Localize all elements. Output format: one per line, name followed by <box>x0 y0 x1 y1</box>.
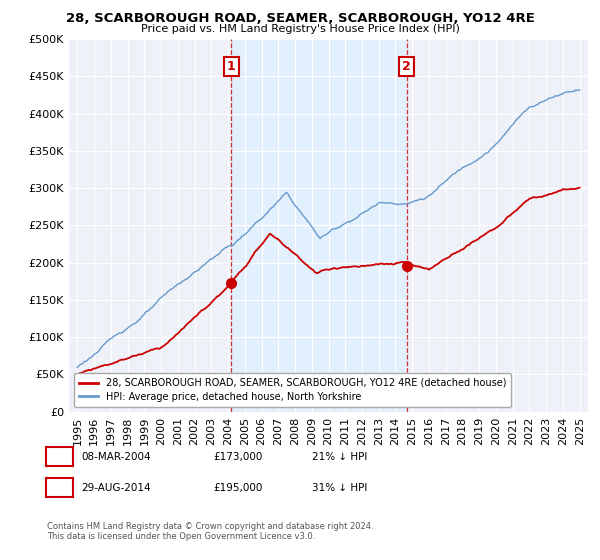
Text: 1: 1 <box>56 452 63 462</box>
Legend: 28, SCARBOROUGH ROAD, SEAMER, SCARBOROUGH, YO12 4RE (detached house), HPI: Avera: 28, SCARBOROUGH ROAD, SEAMER, SCARBOROUG… <box>74 373 511 407</box>
Text: 21% ↓ HPI: 21% ↓ HPI <box>312 452 367 462</box>
Text: 08-MAR-2004: 08-MAR-2004 <box>81 452 151 462</box>
Text: £195,000: £195,000 <box>213 483 262 493</box>
Text: Contains HM Land Registry data © Crown copyright and database right 2024.
This d: Contains HM Land Registry data © Crown c… <box>47 522 373 542</box>
Text: 2: 2 <box>402 60 411 73</box>
Text: £173,000: £173,000 <box>213 452 262 462</box>
Bar <box>231 39 407 412</box>
Text: 29-AUG-2014: 29-AUG-2014 <box>81 483 151 493</box>
Text: 28, SCARBOROUGH ROAD, SEAMER, SCARBOROUGH, YO12 4RE: 28, SCARBOROUGH ROAD, SEAMER, SCARBOROUG… <box>65 12 535 25</box>
Text: 1: 1 <box>227 60 236 73</box>
Text: Price paid vs. HM Land Registry's House Price Index (HPI): Price paid vs. HM Land Registry's House … <box>140 24 460 34</box>
Text: 31% ↓ HPI: 31% ↓ HPI <box>312 483 367 493</box>
Text: 2: 2 <box>56 483 63 493</box>
